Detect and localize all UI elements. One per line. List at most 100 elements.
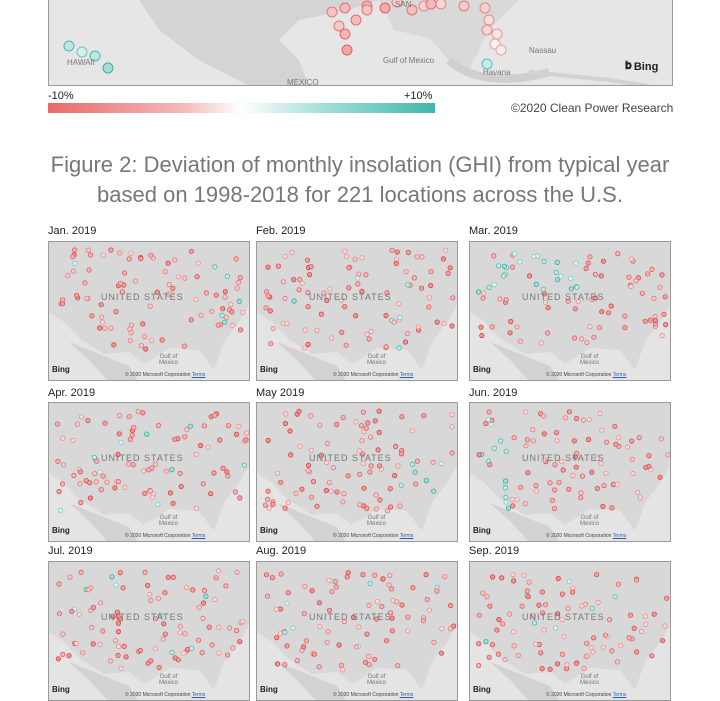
map-copyright-text: © 2020 Microsoft Corporation [546,372,612,378]
location-dot [608,303,614,309]
location-dot [607,617,613,623]
terms-link[interactable]: Terms [191,372,206,378]
location-dot [652,318,658,324]
location-dot [201,587,208,594]
terms-link[interactable]: Terms [399,533,414,539]
location-dot [60,435,66,441]
location-dot [328,488,334,494]
location-dot [145,582,151,589]
location-dot [85,247,91,253]
location-dot [200,615,206,622]
location-dot [384,290,390,296]
location-dot [294,658,301,664]
gulf-label: Gulf of Mexico [580,674,599,686]
copyright-text: ©2020 Clean Power Research [511,101,674,115]
location-dot [517,338,524,344]
location-dot [481,290,487,296]
location-dot [237,327,244,333]
location-dot [59,297,66,303]
terms-link[interactable]: Terms [399,372,414,378]
location-dot [265,293,271,299]
location-dot [449,424,455,430]
location-dot [324,639,330,645]
san-label: SAN [395,0,412,9]
location-dot [216,568,222,574]
terms-link[interactable]: Terms [612,372,627,378]
location-dot [599,309,605,315]
location-dot [311,651,318,657]
location-dot [572,306,578,312]
location-dot [198,312,204,318]
location-dot [559,591,566,597]
location-dot [565,605,571,612]
location-dot [54,421,61,427]
location-dot [658,436,664,442]
location-dot [510,578,517,584]
location-dot [494,627,500,633]
location-dot [480,590,486,596]
location-dot [633,577,640,583]
location-dot [303,638,310,644]
location-dot [78,569,84,575]
country-label: UNITED STATES [309,453,392,463]
location-dot [411,275,417,281]
location-dot [112,485,118,491]
location-dot [538,340,544,346]
location-dot [449,412,455,418]
map-copyright-text: © 2020 Microsoft Corporation [125,533,191,539]
panel-label: Mar. 2019 [469,225,518,237]
location-dot [275,263,281,269]
bing-logo: Bing [52,685,70,694]
location-dot [60,462,67,468]
location-dot [140,410,146,416]
location-dot [339,297,345,303]
location-dot [659,272,665,278]
location-dot [177,630,183,636]
location-dot [270,501,276,507]
location-dot [523,409,529,415]
location-dot [220,306,226,312]
location-dot [141,468,147,474]
location-dot [483,420,489,427]
location-dot [317,623,323,630]
location-dot [512,251,518,257]
location-dot [225,423,232,429]
terms-link[interactable]: Terms [612,533,627,539]
location-dot [622,325,628,331]
location-dot [346,265,352,271]
location-dot [305,468,311,474]
location-dot [148,658,154,664]
location-dot [579,473,586,479]
location-dot [90,641,96,647]
location-dot [208,491,214,497]
location-dot [363,272,369,278]
location-dot [305,289,311,296]
location-dot [229,322,235,329]
location-dot [629,456,635,462]
location-dot [209,642,215,648]
location-dot [189,645,195,651]
country-label: UNITED STATES [522,612,605,622]
terms-link[interactable]: Terms [191,533,206,539]
location-dot [285,499,291,506]
top-map-shapes [49,0,650,85]
location-dot [109,574,115,580]
location-dot [572,454,578,460]
gulf-label-line: Gulf of [159,354,178,360]
location-dot [565,298,571,304]
location-dot [478,324,484,330]
location-dot [649,266,655,272]
location-dot [485,417,491,423]
terms-link[interactable]: Terms [191,692,206,698]
location-dot [627,612,634,618]
location-dot [143,346,149,352]
havana-label: Havana [483,68,511,77]
terms-link[interactable]: Terms [612,692,627,698]
gulf-label-line: Mexico [580,521,600,527]
location-dot [571,438,577,444]
location-dot [141,334,148,340]
location-dot [566,578,572,584]
terms-link[interactable]: Terms [399,692,414,698]
location-dot [72,260,78,266]
location-dot [398,482,404,488]
